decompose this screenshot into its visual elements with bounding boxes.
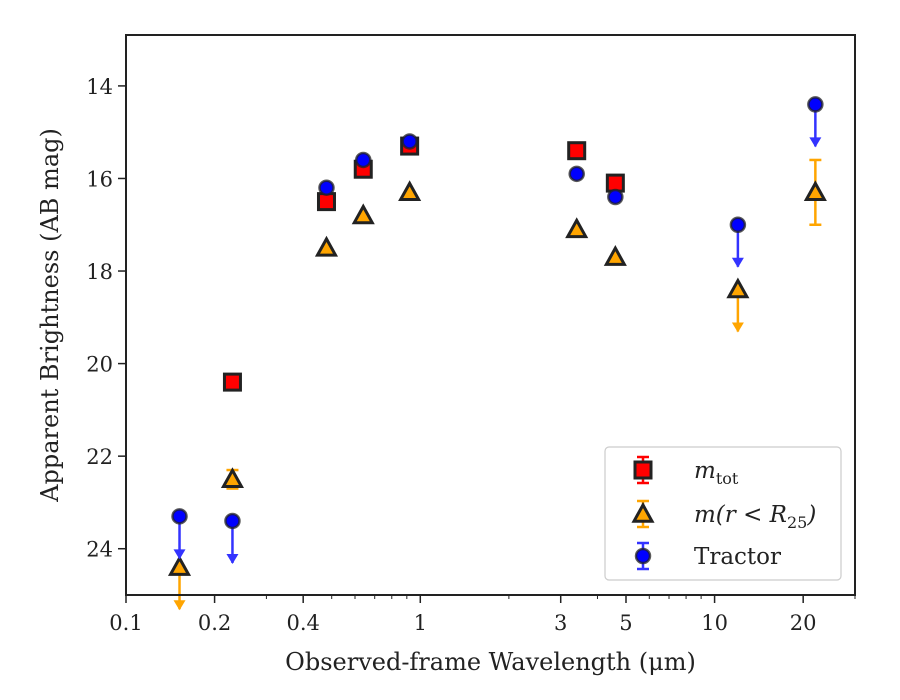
legend-label: Tractor — [694, 544, 781, 570]
data-point-triangle — [220, 467, 245, 488]
data-point-circle — [224, 512, 241, 530]
data-point-square — [316, 192, 336, 212]
y-tick-label: 18 — [86, 260, 113, 284]
upper-limit-arrow-head — [809, 137, 822, 148]
y-tick-label: 20 — [86, 353, 113, 377]
legend-marker-circle — [634, 547, 652, 565]
series-circle — [171, 96, 824, 564]
legend-box — [604, 446, 842, 581]
upper-limit-arrow-head — [731, 322, 744, 333]
x-tick-label: 1 — [414, 611, 427, 635]
data-point-triangle — [314, 235, 339, 257]
plot-frame — [125, 34, 856, 596]
data-point-circle — [355, 151, 372, 169]
legend-marker-triangle — [631, 501, 655, 523]
upper-limit-arrow-head — [173, 600, 186, 611]
data-point-triangle — [603, 245, 627, 266]
y-tick-label: 24 — [86, 538, 113, 562]
data-point-triangle — [167, 555, 192, 576]
x-tick-label: 0.4 — [286, 611, 319, 635]
data-marks — [167, 96, 827, 611]
data-point-square — [222, 372, 242, 392]
data-point-triangle — [351, 203, 375, 225]
y-tick-label: 22 — [86, 445, 113, 469]
x-tick-label: 20 — [790, 611, 817, 635]
data-point-circle — [568, 165, 585, 183]
data-point-triangle — [565, 217, 589, 239]
series-triangle — [167, 158, 827, 611]
upper-limit-arrow-head — [226, 553, 239, 564]
legend-label: mtot — [694, 458, 739, 488]
data-point-square — [567, 141, 587, 161]
upper-limit-arrow-head — [731, 257, 744, 268]
upper-limit-arrow-head — [173, 549, 186, 560]
data-point-circle — [318, 179, 335, 196]
data-point-circle — [807, 96, 824, 113]
data-point-circle — [729, 216, 747, 234]
legend-marker-square — [633, 460, 653, 480]
data-point-triangle — [726, 277, 750, 299]
data-point-triangle — [398, 180, 422, 202]
legend: mtot m(r < R25) Tractor — [604, 446, 842, 581]
data-point-triangle — [803, 180, 827, 202]
y-tick-label: 16 — [86, 167, 113, 191]
data-point-circle — [171, 508, 188, 525]
data-point-circle — [607, 188, 624, 206]
x-axis-label: Observed-frame Wavelength (μm) — [285, 648, 696, 676]
legend-label: m(r < R25) — [694, 502, 816, 532]
x-tick-label: 0.1 — [109, 611, 142, 635]
data-point-square — [605, 173, 625, 193]
y-axis-label: Apparent Brightness (AB mag) — [36, 128, 64, 503]
y-tick-label: 14 — [86, 75, 113, 99]
x-tick-label: 0.2 — [198, 611, 231, 635]
x-tick-label: 5 — [619, 611, 632, 635]
x-tick-label: 3 — [554, 611, 567, 635]
x-tick-label: 10 — [701, 611, 728, 635]
data-point-circle — [401, 133, 418, 150]
axis-ticks: 0.1 0.2 0.4 1 3 5 10 20 14 16 18 20 22 24 — [86, 75, 856, 635]
